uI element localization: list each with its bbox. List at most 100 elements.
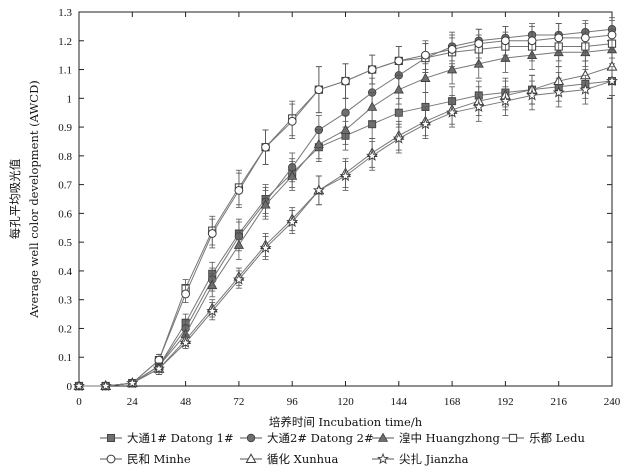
data-point	[447, 45, 457, 54]
legend-label: 民和 Minhe	[127, 452, 191, 466]
legend-marker	[377, 452, 389, 465]
data-point	[447, 64, 458, 74]
legend: 大通1# Datong 1# 大通2# Datong 2# 湟中 Huangzhon…	[100, 431, 585, 466]
data-point	[392, 132, 405, 144]
y-tick-label: 0	[67, 381, 73, 393]
data-point	[207, 279, 218, 290]
legend-label: 循化 Xunhua	[267, 452, 338, 466]
data-point	[152, 362, 165, 374]
x-tick-label: 48	[180, 396, 192, 408]
data-point	[234, 185, 244, 195]
legend-label: 大通1# Datong 1#	[127, 431, 234, 445]
data-point	[339, 169, 352, 182]
y-tick-label: 0.7	[58, 180, 72, 192]
legend-marker	[107, 433, 116, 442]
legend-marker	[377, 432, 389, 442]
data-point	[341, 76, 350, 86]
data-point	[421, 50, 430, 60]
data-point	[499, 94, 512, 107]
legend-item: 循化 Xunhua	[240, 452, 338, 466]
x-tick-label: 120	[337, 396, 354, 408]
data-point	[367, 101, 378, 111]
data-point	[207, 229, 217, 238]
y-axis-title-chinese: 每孔平均吸光值	[8, 158, 22, 239]
legend-item: 尖扎 Jianzha	[372, 452, 469, 466]
y-tick-label: 0.2	[58, 323, 72, 335]
x-tick-label: 0	[76, 396, 82, 408]
y-tick-label: 1.1	[58, 65, 72, 77]
x-tick-label: 168	[444, 396, 461, 408]
data-point	[366, 149, 379, 161]
data-point	[501, 36, 510, 46]
data-point	[367, 65, 377, 74]
data-point	[393, 84, 404, 94]
y-axis-title-english: Average well color development (AWCD)	[27, 80, 41, 319]
data-point	[419, 117, 432, 130]
data-point	[446, 106, 459, 118]
data-point	[580, 33, 590, 43]
x-tick-label: 240	[604, 396, 621, 408]
data-point	[233, 239, 244, 249]
y-tick-label: 0.4	[58, 266, 72, 278]
data-point	[607, 30, 617, 40]
data-point	[232, 273, 245, 285]
series-6	[73, 66, 618, 392]
data-point	[259, 241, 272, 253]
legend-item: 乐都 Ledu	[502, 431, 585, 445]
series-layer	[73, 17, 618, 392]
legend-marker	[246, 433, 256, 443]
y-tick-label: 1	[67, 93, 73, 105]
data-point	[260, 199, 271, 209]
x-tick-label: 24	[127, 396, 139, 408]
legend-item: 民和 Minhe	[100, 452, 191, 466]
x-tick-label: 96	[287, 396, 299, 408]
data-point	[340, 124, 351, 134]
y-tick-label: 0.3	[58, 295, 72, 307]
data-point	[261, 142, 270, 152]
data-point	[472, 100, 485, 113]
y-tick-label: 0.8	[58, 151, 72, 163]
legend-marker	[245, 453, 257, 463]
series-4	[74, 20, 617, 391]
data-point	[394, 56, 404, 66]
data-point	[474, 39, 484, 49]
legend-marker	[106, 454, 116, 464]
data-point	[286, 215, 299, 228]
x-tick-label: 72	[233, 396, 244, 408]
legend-item: 大通2# Datong 2#	[240, 431, 374, 445]
data-point	[420, 72, 431, 82]
x-tick-label: 192	[497, 396, 514, 408]
data-point	[579, 83, 592, 95]
data-point	[314, 85, 324, 95]
y-axis-ticks: 0 0.1 0.2 0.3 0.4 0.5 0.6 0.7 0.8 0.9 1 1.1 1.2 1.3	[58, 7, 612, 393]
y-tick-label: 0.5	[58, 237, 72, 249]
legend-label: 乐都 Ledu	[529, 431, 585, 445]
data-point	[206, 304, 219, 317]
data-point	[394, 108, 403, 117]
data-point	[554, 33, 564, 43]
data-point	[126, 376, 139, 389]
y-tick-label: 1.2	[58, 36, 72, 48]
data-point	[287, 170, 298, 180]
y-tick-label: 0.9	[58, 122, 72, 134]
data-point	[527, 36, 537, 46]
x-tick-label: 144	[391, 396, 408, 408]
y-tick-label: 0.1	[58, 352, 72, 364]
legend-label: 湟中 Huangzhong	[399, 431, 501, 445]
data-point	[73, 379, 85, 392]
data-point	[526, 89, 539, 101]
legend-item: 湟中 Huangzhong	[372, 431, 501, 445]
y-tick-label: 1.3	[58, 7, 72, 19]
data-point	[99, 379, 112, 392]
legend-item: 大通1# Datong 1#	[100, 431, 234, 445]
x-axis-ticks: 0 24 48 72 96 120 144 168 192 216 240	[76, 12, 621, 408]
data-point	[313, 138, 324, 149]
legend-label: 大通2# Datong 2#	[267, 431, 374, 445]
legend-marker	[508, 433, 518, 443]
data-point	[181, 289, 191, 299]
x-tick-label: 216	[550, 396, 567, 408]
data-point	[606, 74, 618, 87]
data-point	[179, 336, 192, 348]
legend-label: 尖扎 Jianzha	[399, 452, 469, 466]
